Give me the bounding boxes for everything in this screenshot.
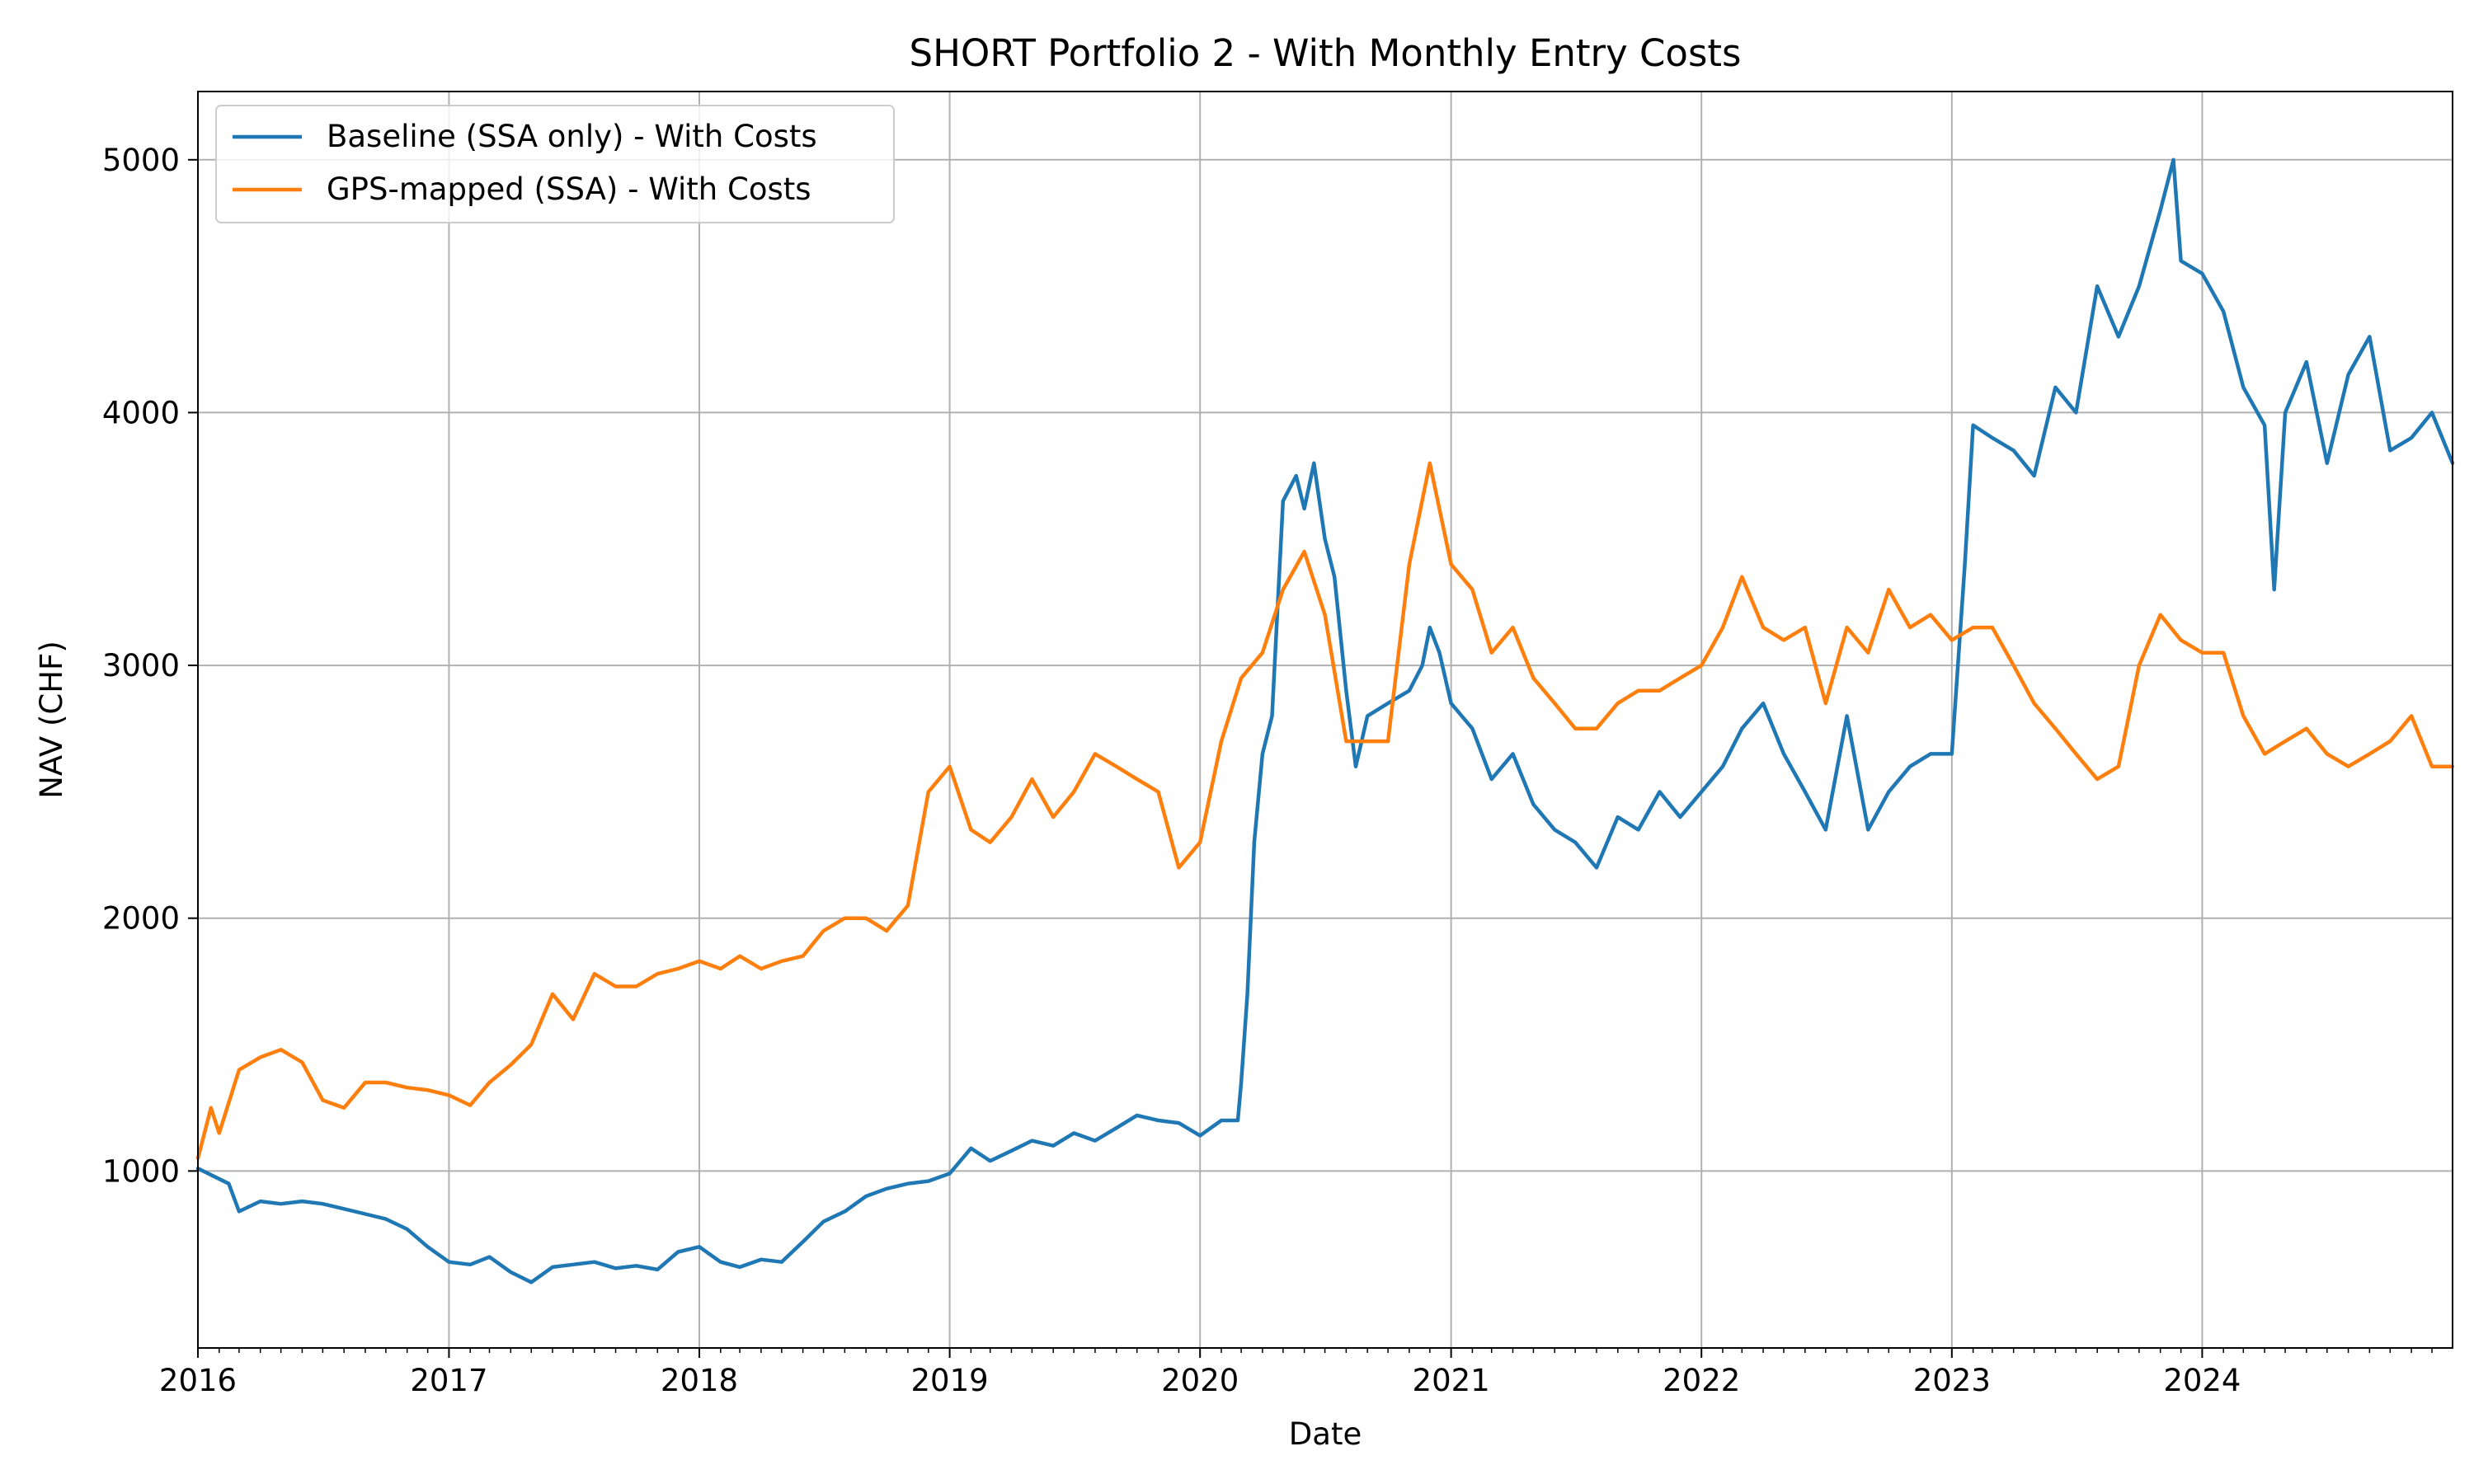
y-tick-label: 2000 — [102, 901, 180, 937]
y-axis-label: NAV (CHF) — [34, 641, 69, 799]
legend-box — [215, 105, 895, 223]
y-tick-label: 3000 — [102, 648, 180, 683]
chart-title: SHORT Portfolio 2 - With Monthly Entry C… — [910, 31, 1742, 75]
x-tick-label: 2020 — [1161, 1363, 1239, 1398]
legend-label-gps-mapped: GPS-mapped (SSA) - With Costs — [327, 171, 811, 207]
legend-label-baseline: Baseline (SSA only) - With Costs — [327, 119, 817, 154]
x-tick-label: 2018 — [661, 1363, 738, 1398]
legend: Baseline (SSA only) - With Costs GPS-map… — [215, 105, 895, 223]
x-tick-label: 2021 — [1413, 1363, 1490, 1398]
y-tick-label: 5000 — [102, 143, 180, 178]
x-axis-label: Date — [1289, 1416, 1362, 1452]
series-line-baseline — [195, 157, 2455, 1284]
x-tick-label: 2023 — [1913, 1363, 1991, 1398]
series-line-gps-mapped — [195, 461, 2455, 1161]
x-tick-label: 2022 — [1663, 1363, 1740, 1398]
y-tick-label: 4000 — [102, 395, 180, 430]
axis-ticks: 2016 2017 2018 2019 2020 2021 2022 2023 2024 1000… — [102, 143, 2433, 1398]
x-tick-label: 2017 — [410, 1363, 487, 1398]
y-tick-label: 1000 — [102, 1153, 180, 1189]
x-tick-label: 2024 — [2163, 1363, 2241, 1398]
grid-lines — [197, 92, 2453, 1348]
series-lines — [195, 157, 2455, 1284]
x-tick-label: 2016 — [159, 1363, 237, 1398]
x-tick-label: 2019 — [911, 1363, 989, 1398]
